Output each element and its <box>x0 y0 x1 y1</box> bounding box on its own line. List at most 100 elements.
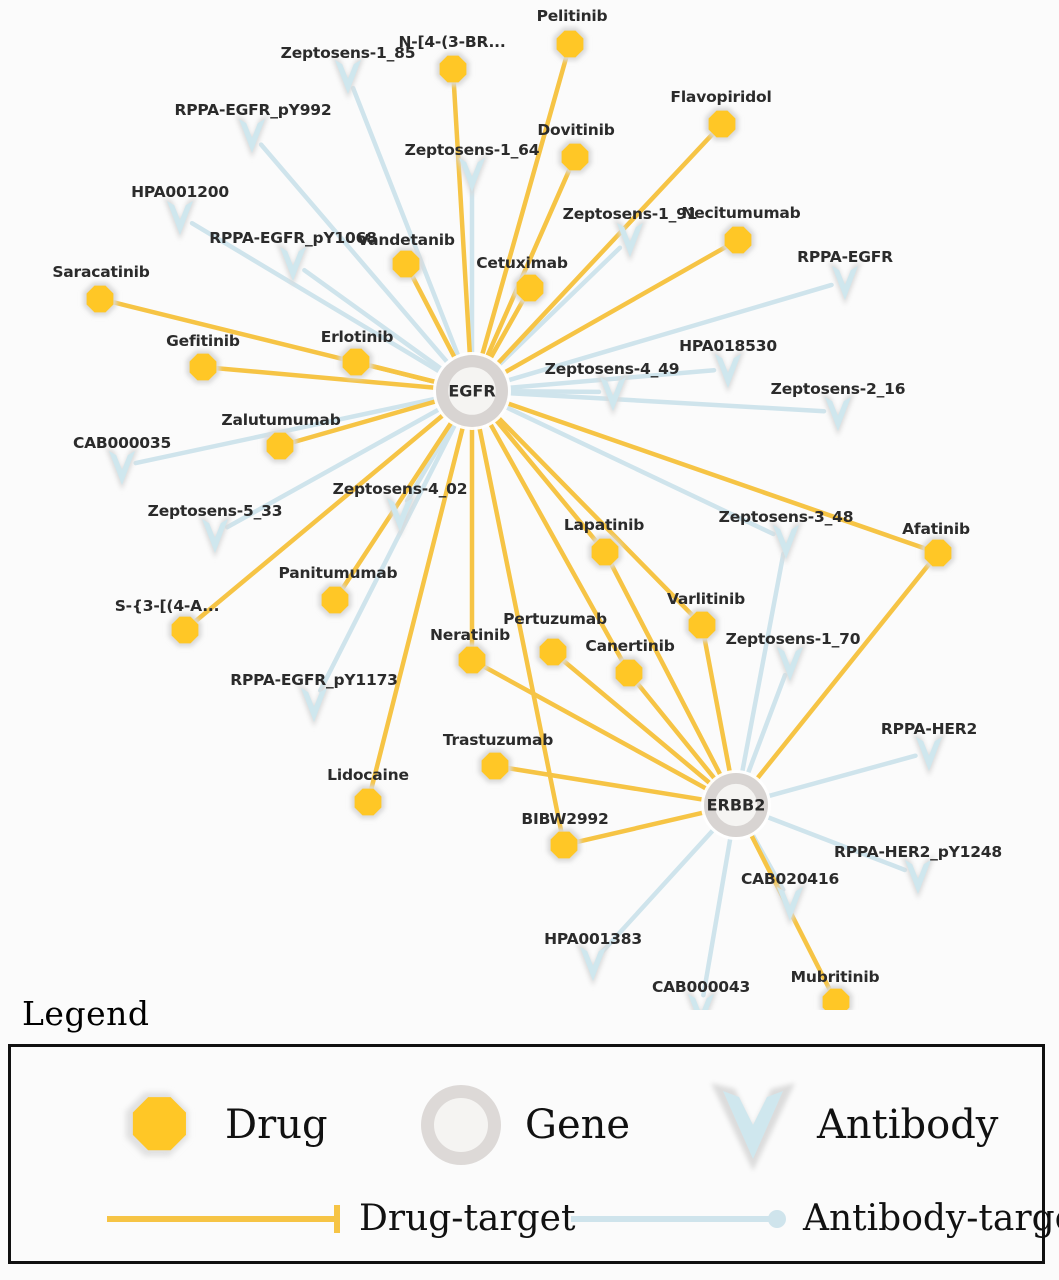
legend-label-antibody: Antibody <box>817 1102 999 1148</box>
drug-node-label: Varlitinib <box>666 590 746 608</box>
antibody-node[interactable] <box>684 989 718 1010</box>
drug-node-label: Cetuximab <box>476 254 568 272</box>
drug-icon <box>125 1092 189 1157</box>
antibody-node-label: Zeptosens-1_85 <box>280 44 416 62</box>
drug-node[interactable] <box>547 828 581 862</box>
drug-node[interactable] <box>588 535 622 569</box>
drug-node-label: Necitumumab <box>681 204 801 222</box>
legend-item-gene: Gene <box>411 1075 630 1175</box>
drug-node[interactable] <box>685 608 719 642</box>
antibody-node-label: Zeptosens-1_70 <box>725 630 861 648</box>
drug-node[interactable] <box>389 247 423 281</box>
drug-node[interactable] <box>351 785 385 819</box>
drug-node-label: Neratinib <box>430 626 510 644</box>
drug-node[interactable] <box>558 140 592 174</box>
edges-layer <box>111 55 932 998</box>
drug-node-label: Afatinib <box>902 520 970 538</box>
antibody-target-edge-icon <box>571 1210 786 1228</box>
drug-node[interactable] <box>478 749 512 783</box>
drug-node-label: Erlotinib <box>320 328 394 346</box>
antibody-node[interactable] <box>821 392 855 436</box>
drug-node[interactable] <box>168 613 202 647</box>
drug-node[interactable] <box>705 107 739 141</box>
network-graph[interactable] <box>0 0 1059 1010</box>
antibody-node-label: RPPA-EGFR_pY1068 <box>209 229 377 247</box>
antibody-node[interactable] <box>163 196 197 240</box>
legend-edge-row: Drug-target Antibody-target <box>11 1197 1059 1257</box>
antibody-node[interactable] <box>198 514 232 558</box>
legend-box: Drug Gene Antibody <box>8 1044 1059 1264</box>
gene-icon <box>421 1085 501 1165</box>
drug-node-label: Lidocaine <box>327 766 409 784</box>
antibody-node[interactable] <box>383 493 417 537</box>
drug-node-label: Trastuzumab <box>442 731 554 749</box>
drug-node-label: S-{3-[(4-A... <box>114 597 220 615</box>
legend-label-drug-target: Drug-target <box>359 1198 576 1239</box>
drug-node[interactable] <box>513 271 547 305</box>
antibody-node-label: CAB020416 <box>740 870 840 888</box>
antibody-node-label: RPPA-HER2_pY1248 <box>834 843 1002 861</box>
antibody-node[interactable] <box>596 372 630 416</box>
drug-node[interactable] <box>819 985 853 1010</box>
antibody-node-label: Zeptosens-1_91 <box>562 205 698 223</box>
antibody-node[interactable] <box>828 261 862 305</box>
antibody-node[interactable] <box>455 153 489 197</box>
gene-node-label: EGFR <box>448 381 496 401</box>
drug-node-label: Pelitinib <box>536 7 608 25</box>
legend-item-antibody-target: Antibody-target <box>567 1197 1059 1241</box>
drug-node[interactable] <box>263 429 297 463</box>
antibody-node[interactable] <box>773 642 807 686</box>
antibody-node-label: HPA018530 <box>679 337 777 355</box>
antibody-icon <box>711 1083 795 1171</box>
drug-node-label: Mubritinib <box>790 968 880 986</box>
drug-node-label: Saracatinib <box>52 263 150 281</box>
legend-item-drug: Drug <box>101 1075 328 1175</box>
antibody-node-label: RPPA-HER2 <box>880 720 978 738</box>
antibody-node[interactable] <box>235 114 269 158</box>
drug-node-label: Gefitinib <box>166 332 240 350</box>
drug-node-label: Flavopiridol <box>670 88 772 106</box>
legend-label-antibody-target: Antibody-target <box>803 1198 1059 1239</box>
antibody-node[interactable] <box>105 446 139 490</box>
drug-target-edge-icon <box>107 1205 340 1233</box>
antibody-node[interactable] <box>297 683 331 727</box>
drug-node[interactable] <box>612 656 646 690</box>
antibody-node[interactable] <box>711 349 745 393</box>
antibody-node-label: HPA001200 <box>131 183 229 201</box>
drug-node[interactable] <box>536 635 570 669</box>
drug-node[interactable] <box>186 350 220 384</box>
gene-node-label: ERBB2 <box>706 795 766 815</box>
drug-node[interactable] <box>318 583 352 617</box>
antibody-node-label: RPPA-EGFR_pY1173 <box>230 671 398 689</box>
antibody-node[interactable] <box>912 732 946 776</box>
drug-node[interactable] <box>553 27 587 61</box>
drug-node[interactable] <box>455 643 489 677</box>
antibody-node-label: CAB000043 <box>651 978 751 996</box>
antibody-node[interactable] <box>613 218 647 262</box>
drug-node-label: N-[4-(3-BR... <box>398 33 506 51</box>
drug-node[interactable] <box>83 282 117 316</box>
drug-node[interactable] <box>921 536 955 570</box>
drug-node[interactable] <box>339 345 373 379</box>
antibody-node[interactable] <box>773 882 807 926</box>
drug-node[interactable] <box>721 223 755 257</box>
antibody-node[interactable] <box>331 55 365 99</box>
drug-node-label: Panitumumab <box>278 564 398 582</box>
antibody-node[interactable] <box>276 242 310 286</box>
antibody-node[interactable] <box>576 942 610 986</box>
antibody-node[interactable] <box>769 520 803 564</box>
drug-node-label: Canertinib <box>585 637 675 655</box>
drug-node[interactable] <box>436 52 470 86</box>
legend-label-gene: Gene <box>525 1102 631 1148</box>
gene-node[interactable] <box>701 770 771 840</box>
antibody-node-label: Zeptosens-2_16 <box>770 380 906 398</box>
antibody-node-label: Zeptosens-1_64 <box>404 141 540 159</box>
legend-item-drug-target: Drug-target <box>103 1197 575 1241</box>
antibody-node[interactable] <box>901 855 935 899</box>
drug-node-label: Vandetanib <box>357 231 455 249</box>
drug-node-label: Dovitinib <box>537 121 615 139</box>
gene-node[interactable] <box>433 352 511 430</box>
antibody-node-label: RPPA-EGFR <box>797 248 893 266</box>
drug-node-label: BIBW2992 <box>521 810 609 828</box>
